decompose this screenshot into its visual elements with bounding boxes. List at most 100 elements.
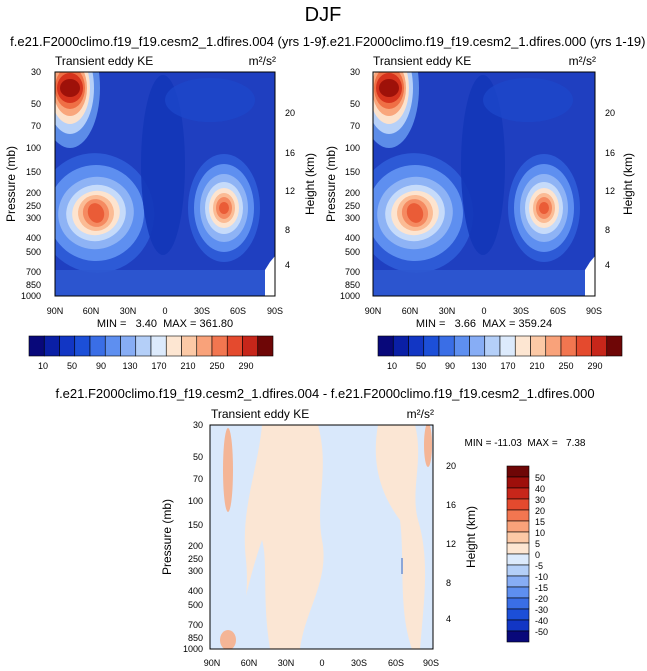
panel-a-colorbar-box bbox=[59, 335, 76, 357]
panel-b-ytick: 150 bbox=[345, 167, 360, 177]
panel-a-cbar-label: 250 bbox=[209, 361, 224, 371]
panel-b-ytick-right: 8 bbox=[605, 225, 610, 235]
panel-b-xtick: 60N bbox=[402, 306, 419, 316]
panel-c-xtick: 90N bbox=[204, 658, 221, 668]
panel-c-ytick: 850 bbox=[188, 633, 203, 643]
panel-a-cbar-label: 170 bbox=[151, 361, 166, 371]
panel-c-colorbar-box bbox=[506, 575, 530, 588]
panel-a-ytick: 70 bbox=[31, 121, 41, 131]
panel-b-ytick: 1000 bbox=[340, 291, 360, 301]
panel-a-colorbar-box bbox=[181, 335, 198, 357]
panel-a-ytick-right: 8 bbox=[285, 225, 290, 235]
panel-a: f.e21.F2000climo.f19_f19.cesm2_1.dfires.… bbox=[4, 34, 326, 371]
panel-c-colorbar-box bbox=[506, 553, 530, 566]
panel-b-cbar-label: 170 bbox=[500, 361, 515, 371]
panel-b-ytick: 50 bbox=[350, 99, 360, 109]
panel-a-xtick: 30S bbox=[194, 306, 210, 316]
panel-a-colorbar-box bbox=[28, 335, 45, 357]
panel-c-ytick: 150 bbox=[188, 520, 203, 530]
panel-b-colorbar-box bbox=[575, 335, 592, 357]
panel-b-ytick: 70 bbox=[350, 121, 360, 131]
panel-a-cbar-label: 210 bbox=[180, 361, 195, 371]
panel-b-field bbox=[373, 72, 595, 296]
panel-c-cbar-label: -50 bbox=[535, 627, 548, 637]
panel-a-ytick-right: 16 bbox=[285, 148, 295, 158]
panel-b-xtick: 30S bbox=[513, 306, 529, 316]
panel-c-cbar-label: 20 bbox=[535, 506, 545, 516]
panel-b-colorbar-box bbox=[453, 335, 470, 357]
panel-b-cbar-label: 290 bbox=[587, 361, 602, 371]
panel-c-cbar-label: -20 bbox=[535, 594, 548, 604]
panel-c-title: f.e21.F2000climo.f19_f19.cesm2_1.dfires.… bbox=[55, 386, 594, 401]
panel-b-ytick: 700 bbox=[345, 267, 360, 277]
panel-b-colorbar-box bbox=[545, 335, 562, 357]
panel-c-colorbar-box bbox=[506, 465, 530, 478]
panel-b-ytick: 100 bbox=[345, 143, 360, 153]
panel-c-ytick-right: 4 bbox=[446, 614, 451, 624]
panel-c-cbar-label: -5 bbox=[535, 561, 543, 571]
panel-a-ytick: 1000 bbox=[21, 291, 41, 301]
panel-a-ytick: 300 bbox=[26, 213, 41, 223]
panel-a-field bbox=[55, 72, 275, 296]
panel-c-ytick: 70 bbox=[193, 474, 203, 484]
panel-c-ytick: 1000 bbox=[183, 644, 203, 654]
panel-c-colorbar-box bbox=[506, 520, 530, 533]
panel-b-title: f.e21.F2000climo.f19_f19.cesm2_1.dfires.… bbox=[322, 34, 645, 49]
panel-c-cbar-label: -15 bbox=[535, 583, 548, 593]
panel-b-colorbar-box bbox=[423, 335, 440, 357]
panel-a-ytick: 30 bbox=[31, 67, 41, 77]
panel-a-axis-right: 20 16 12 8 4 bbox=[285, 108, 295, 270]
panel-a-ytick: 50 bbox=[31, 99, 41, 109]
panel-a-ytick-right: 4 bbox=[285, 260, 290, 270]
panel-b-ytick-right: 12 bbox=[605, 186, 615, 196]
panel-b-xtick: 30N bbox=[439, 306, 456, 316]
panel-b-colorbar-box bbox=[606, 335, 623, 357]
panel-c-colorbar-box bbox=[506, 630, 530, 643]
panel-a-ytick: 400 bbox=[26, 233, 41, 243]
panel-a-ylabel-right: Height (km) bbox=[303, 153, 317, 215]
panel-a-ytick: 150 bbox=[26, 167, 41, 177]
panel-c-cbar-label: 40 bbox=[535, 484, 545, 494]
panel-b-xtick: 90S bbox=[586, 306, 602, 316]
panel-c-ytick: 300 bbox=[188, 566, 203, 576]
panel-a-xtick: 60N bbox=[83, 306, 100, 316]
panel-a-ylabel: Pressure (mb) bbox=[4, 146, 18, 222]
panel-c-cbar-label: 10 bbox=[535, 528, 545, 538]
panel-a-stats: MIN = 3.40 MAX = 361.80 bbox=[97, 318, 233, 330]
panel-b-cbar-label: 250 bbox=[558, 361, 573, 371]
panel-b-xtick: 0 bbox=[481, 306, 486, 316]
panel-c-ytick: 250 bbox=[188, 554, 203, 564]
panel-b-colorbar-labels: 10 50 90 130 170 210 250 290 bbox=[387, 361, 603, 371]
panel-b-ytick: 200 bbox=[345, 188, 360, 198]
panel-a-colorbar-box bbox=[242, 335, 259, 357]
panel-a-units: m²/s² bbox=[249, 54, 276, 68]
panel-b: f.e21.F2000climo.f19_f19.cesm2_1.dfires.… bbox=[322, 34, 645, 371]
panel-c-colorbar-box bbox=[506, 487, 530, 500]
panel-b-axis-bottom: 90N 60N 30N 0 30S 60S 90S bbox=[365, 306, 602, 316]
panel-c-xtick: 0 bbox=[319, 658, 324, 668]
panel-a-left-label: Transient eddy KE bbox=[55, 54, 153, 68]
panel-c-ylabel-right: Height (km) bbox=[464, 506, 478, 568]
panel-b-ytick: 500 bbox=[345, 247, 360, 257]
panel-c-ytick: 500 bbox=[188, 600, 203, 610]
panel-c-colorbar-box bbox=[506, 542, 530, 555]
panel-b-colorbar-box bbox=[469, 335, 486, 357]
panel-c-colorbar-box bbox=[506, 476, 530, 489]
panel-a-colorbar-box bbox=[74, 335, 91, 357]
panel-c-cbar-label: -30 bbox=[535, 605, 548, 615]
panel-b-ytick-right: 16 bbox=[605, 148, 615, 158]
panel-c-colorbar-box bbox=[506, 498, 530, 511]
panel-a-axis-left: 30 50 70 100 150 200 250 300 400 500 700… bbox=[21, 67, 41, 301]
panel-c-xtick: 30N bbox=[278, 658, 295, 668]
panel-a-colorbar-box bbox=[257, 335, 274, 357]
panel-a-ytick: 200 bbox=[26, 188, 41, 198]
panel-b-colorbar-box bbox=[560, 335, 577, 357]
panel-a-xtick: 60S bbox=[230, 306, 246, 316]
panel-a-cbar-label: 290 bbox=[238, 361, 253, 371]
panel-c-colorbar-box bbox=[506, 586, 530, 599]
panel-c-ytick: 400 bbox=[188, 586, 203, 596]
panel-a-colorbar-box bbox=[120, 335, 137, 357]
panel-b-ytick-right: 4 bbox=[605, 260, 610, 270]
panel-c-colorbar-labels: 50 40 30 20 15 10 5 0 -5 -10 -15 -20 -30… bbox=[535, 473, 548, 637]
